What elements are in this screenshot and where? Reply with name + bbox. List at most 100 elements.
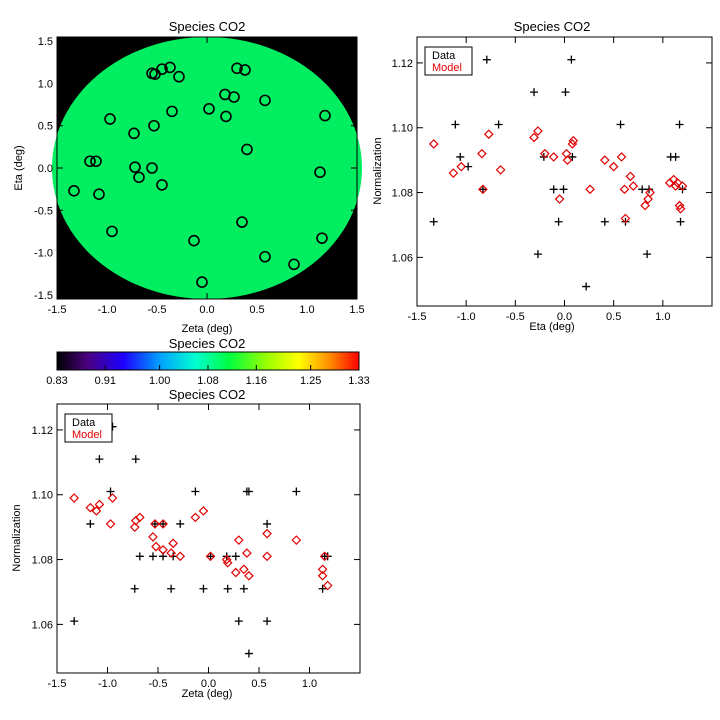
zeta-model-point [262,528,272,539]
map-point [146,162,158,174]
eta-data-point [456,152,465,161]
eta-model-point [568,135,579,146]
zeta-model-point [222,557,233,568]
map-disk [52,37,362,299]
eta-data-point [568,152,577,161]
eta-model-point [529,132,539,143]
zeta-ytick-label: 1.12 [32,425,53,437]
zeta-data-point [206,552,215,561]
eta-model-point [672,177,683,188]
colorbar-tick-label: 1.25 [300,375,321,387]
map-point [156,179,168,191]
zeta-legend-box [64,413,113,443]
zeta-model-point [230,567,241,578]
map-xtick-label: -1.5 [48,304,67,316]
zeta-data-point [292,487,301,496]
zeta-xtick-label: 0.0 [201,678,216,690]
eta-ylabel: Normalization [372,137,384,204]
eta-model-point [599,155,610,166]
zeta-xtick-label: -1.5 [48,678,67,690]
zeta-xtick-label: 1.0 [302,678,317,690]
eta-xtick-label: -0.5 [506,311,525,323]
zeta-model-point [319,551,330,562]
zeta-model-point [175,551,186,562]
zeta-model-point [190,512,201,523]
map-ytick-label: -1.0 [34,248,53,260]
zeta-xtick-label: -1.0 [98,678,117,690]
map-point [203,103,215,115]
map-xtick-label: 0.0 [199,304,214,316]
zeta-model-point [244,570,254,581]
zeta-legend: Data Model [64,413,113,443]
eta-ytick-label: 1.06 [392,252,413,264]
map-point [129,161,141,173]
eta-xtick-label: -1.0 [457,311,476,323]
map-xlabel: Zeta (deg) [182,323,233,335]
colorbar-tick-label: 0.83 [46,375,67,387]
eta-data-point [530,88,539,97]
eta-model-point [675,203,686,214]
eta-data-point [549,185,558,194]
eta-model-point [478,184,488,195]
zeta-data-point [244,487,253,496]
colorbar-panel: Species CO2 0.83 0.91 1.00 1.08 1.16 1.25 1.33 [46,336,369,387]
eta-data-point [638,185,647,194]
zeta-model-point [166,548,176,558]
zeta-legend-data: Data [72,417,96,429]
eta-data-point [582,282,591,291]
map-point [149,68,161,80]
eta-model-point [456,161,467,172]
zeta-model-point [129,522,140,533]
eta-model-point [645,187,655,198]
eta-data-point [676,217,685,226]
zeta-data-point [131,455,140,464]
zeta-data-point [135,552,144,561]
map-ytick-label: -0.5 [34,205,53,217]
map-point [93,188,105,200]
map-point [288,258,300,271]
zeta-data-point [86,519,95,528]
eta-data-point [643,250,652,259]
eta-model-point [539,148,550,159]
eta-model-point [562,155,573,166]
eta-model-point [643,194,653,204]
eta-model-point [674,200,685,211]
zeta-model-point [221,554,232,565]
eta-ytick-label: 1.08 [392,188,413,200]
map-xtick-label: 0.5 [249,304,264,316]
eta-ytick-label: 1.10 [392,123,413,135]
zeta-model-point [242,548,252,558]
colorbar-axes: 0.83 0.91 1.00 1.08 1.16 1.25 1.33 [46,365,370,387]
map-point [128,127,140,140]
eta-legend-data: Data [432,50,456,62]
eta-data-point [561,88,570,97]
zeta-data-point [234,617,243,626]
eta-model-point [554,194,565,204]
map-point [259,250,271,263]
map-point [188,234,200,247]
eta-title: Species CO2 [514,19,591,34]
map-point [166,105,178,118]
eta-xtick-label: 0.0 [557,311,572,323]
eta-model-point [495,165,506,175]
zeta-data-point [263,617,272,626]
colorbar-title: Species CO2 [169,336,246,351]
eta-xlabel: Eta (deg) [529,321,574,333]
colorbar-tick-label: 1.00 [149,375,170,387]
zeta-model-point [148,532,158,542]
eta-model-point [428,139,439,149]
zeta-model-point [233,535,244,545]
eta-data-point [533,250,542,259]
zeta-data-point [150,519,159,528]
zeta-data-point [199,584,208,593]
map-point [133,171,145,184]
zeta-model-point [239,564,249,575]
eta-points [428,55,688,291]
zeta-ytick-label: 1.10 [32,490,53,502]
zeta-xtick-label: 0.5 [251,678,266,690]
zeta-model-point [317,564,328,575]
zeta-ylabel: Normalization [11,504,23,571]
zeta-data-point [223,584,232,593]
eta-data-point [671,152,680,161]
